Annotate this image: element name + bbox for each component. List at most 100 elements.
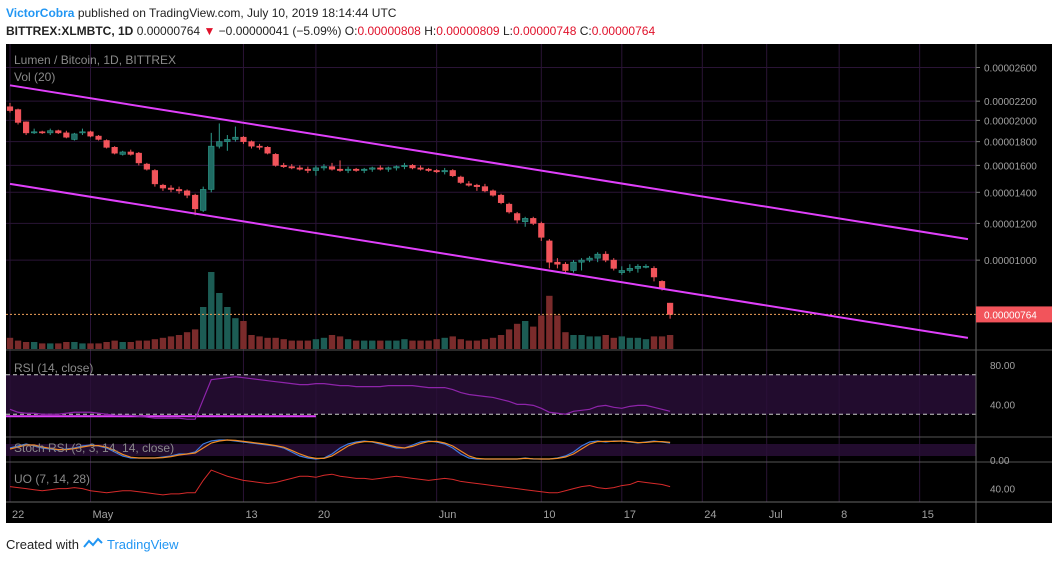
price-tick-label: 0.00001600 [984, 161, 1037, 172]
candle-body [272, 154, 279, 166]
volume-label: Vol (20) [14, 70, 55, 84]
volume-bar [658, 336, 666, 349]
rsi-line [9, 376, 671, 420]
candle-body [417, 167, 424, 170]
author-link[interactable]: VictorCobra [6, 6, 75, 20]
stoch-rsi-label: Stoch RSI (3, 3, 14, 14, close) [14, 441, 174, 455]
low-label: L: [502, 24, 513, 38]
candle-body [167, 187, 175, 190]
candle-body [562, 263, 569, 271]
volume-bar [473, 340, 481, 349]
last-price-badge [976, 306, 1052, 323]
tradingview-logo-icon[interactable] [83, 537, 103, 552]
candle-body [264, 147, 271, 154]
candle-body [143, 163, 150, 170]
volume-bar [505, 329, 513, 349]
low-value: 0.00000748 [512, 24, 577, 38]
candle-body [63, 132, 70, 138]
trendlines[interactable] [6, 84, 976, 418]
candle-body [6, 106, 14, 111]
volume-bar [610, 337, 617, 349]
indicator-bands [6, 374, 976, 456]
candle-body [369, 167, 376, 170]
candle-body [47, 130, 54, 134]
price-change: −0.00000041 (−5.09%) [218, 24, 342, 38]
candle-body [570, 261, 577, 271]
volume-bar [183, 332, 191, 349]
candle-body [240, 136, 247, 142]
price-tick-label: 0.00001000 [984, 256, 1037, 267]
x-tick-label: 22 [12, 509, 24, 521]
candle-body [401, 165, 408, 167]
axes[interactable]: 22 May 13 20 Jun 10 17 24 Jul 8 15 0.00002600 0.0000… [6, 44, 1052, 523]
volume-bar [594, 336, 601, 349]
volume-bar [489, 337, 497, 349]
candle-body [522, 218, 529, 223]
candle-body [626, 268, 633, 271]
candle-body [208, 145, 215, 190]
price-tick-label: 0.00001800 [984, 138, 1037, 149]
volume-bar [63, 342, 70, 349]
indicator-lines [9, 376, 671, 496]
candle-body [441, 170, 448, 173]
candle-body [328, 166, 336, 170]
volume-bar [119, 342, 126, 349]
uo-tick-label: 40.00 [990, 485, 1015, 496]
candle-body [642, 265, 650, 268]
open-value: 0.00000808 [357, 24, 421, 38]
x-tick-label: 17 [624, 509, 636, 521]
volume-bar [393, 340, 400, 349]
tradingview-link[interactable]: TradingView [106, 537, 179, 552]
price-tick-label: 0.00002000 [984, 116, 1037, 127]
chart-area[interactable]: 22 May 13 20 Jun 10 17 24 Jul 8 15 0.00002600 0.0000… [6, 44, 1052, 523]
candle-body [216, 141, 223, 147]
chart-title: Lumen / Bitcoin, 1D, BITTREX [14, 53, 176, 67]
volume-bar [224, 307, 231, 349]
volume-bar [465, 340, 473, 349]
grid [6, 44, 976, 502]
volume-bar [47, 343, 54, 349]
volume-bar [449, 336, 456, 349]
volume-bar [296, 340, 303, 349]
candle-body [594, 253, 601, 259]
volume-bar [71, 342, 78, 349]
candle-body [79, 131, 86, 134]
volume-bar [409, 340, 416, 349]
candle-body [666, 302, 674, 315]
candle-body [650, 268, 658, 278]
volume-bar [191, 329, 199, 349]
volume-bar [167, 336, 175, 349]
volume-bar [602, 335, 609, 349]
volume-bar [216, 293, 223, 349]
volume-bar [320, 337, 328, 349]
candle-body [224, 139, 231, 142]
volume-bar [538, 315, 545, 349]
chart-svg[interactable]: 22 May 13 20 Jun 10 17 24 Jul 8 15 0.00002600 0.0000… [6, 44, 1052, 523]
candle-body [103, 140, 110, 148]
candle-body [425, 168, 432, 171]
volume-bar [369, 340, 376, 349]
volume-bar [626, 337, 634, 349]
volume-bar [79, 343, 86, 349]
stoch-tick-label: 0.00 [990, 456, 1010, 467]
candle-body [393, 166, 400, 169]
volume-bar [433, 339, 440, 349]
volume-bar [151, 339, 159, 349]
candle-body [353, 168, 360, 171]
candle-body [280, 165, 287, 167]
candle-body [578, 259, 585, 263]
volume-bar [6, 337, 14, 349]
uo-label: UO (7, 14, 28) [14, 472, 90, 486]
volume-bars [6, 272, 674, 349]
volume-bar [127, 342, 134, 349]
volume-bar [562, 332, 569, 349]
candle-body [449, 170, 456, 177]
x-tick-label: Jun [439, 509, 457, 521]
price-tick-label: 0.00002600 [984, 63, 1037, 74]
volume-bar [352, 340, 360, 349]
volume-bar [336, 336, 344, 349]
x-tick-label: May [93, 509, 114, 521]
volume-bar [135, 340, 142, 349]
candle-body [248, 141, 255, 147]
candle-body [55, 130, 62, 134]
